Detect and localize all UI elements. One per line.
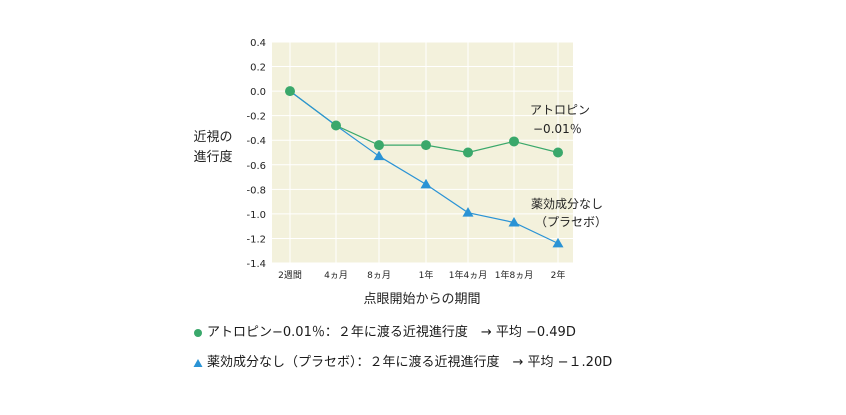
x-tick-label: 8ヵ月 (367, 270, 391, 281)
annotation-placebo-line2: （プラセボ） (535, 215, 607, 229)
data-point-atropine (331, 120, 341, 131)
x-axis-label: 点眼開始からの期間 (363, 292, 480, 307)
y-tick-label: -1.2 (246, 234, 266, 245)
data-point-atropine (374, 140, 384, 151)
x-tick-label: 2週間 (278, 270, 302, 281)
x-tick-label: 2年 (551, 269, 566, 281)
data-point-placebo (552, 237, 564, 248)
data-point-atropine (509, 136, 519, 147)
legend-label-placebo: 薬効成分なし（プラセボ）：２年に渡る近視進行度 → 平均 −１.20D (207, 355, 613, 370)
y-tick-label: -0.2 (246, 112, 266, 123)
legend-item-placebo: 薬効成分なし（プラセボ）：２年に渡る近視進行度 → 平均 −１.20D (193, 351, 612, 370)
data-point-atropine (285, 86, 295, 97)
legend-circle-icon (194, 328, 202, 337)
x-tick-label: 1年4ヵ月 (449, 269, 487, 281)
line-chart: 0.4 0.2 0.0 -0.2 -0.4 -0.6 -0.8 -1.0 -1.2 -1.4 2週… (193, 38, 607, 307)
data-point-placebo (462, 207, 474, 217)
y-tick-label: -0.8 (246, 185, 266, 196)
annotation-placebo-line1: 薬効成分なし (531, 196, 603, 211)
data-point-atropine (421, 140, 431, 151)
x-tick-label: 1年 (419, 269, 434, 281)
legend-label-atropine: アトロピン−0.01％：２年に渡る近視進行度 → 平均 −0.49D (207, 325, 576, 340)
y-tick-label: -0.6 (246, 161, 266, 172)
data-point-placebo (508, 216, 520, 227)
y-tick-label: 0.0 (250, 87, 266, 98)
legend-triangle-icon (193, 358, 203, 367)
y-tick-label: -0.4 (246, 136, 266, 147)
y-tick-label: -1.4 (246, 259, 266, 270)
y-tick-label: -1.0 (246, 210, 266, 221)
data-point-placebo (420, 178, 432, 189)
x-tick-label: 1年8ヵ月 (495, 269, 533, 281)
data-point-placebo (373, 150, 385, 161)
annotation-atropine-line1: アトロピン (530, 103, 590, 117)
x-tick-label: 4ヵ月 (324, 270, 348, 281)
annotation-atropine-line2: −0.01％ (533, 122, 582, 136)
y-tick-label: 0.2 (250, 63, 266, 74)
y-axis-label-line2: 進行度 (193, 149, 232, 165)
data-point-atropine (553, 147, 563, 158)
legend-item-atropine: アトロピン−0.01％：２年に渡る近視進行度 → 平均 −0.49D (193, 321, 576, 340)
plot-area (272, 42, 573, 263)
y-tick-label: 0.4 (250, 38, 266, 49)
data-point-atropine (463, 147, 473, 158)
y-axis-label-line1: 近視の (193, 130, 232, 145)
